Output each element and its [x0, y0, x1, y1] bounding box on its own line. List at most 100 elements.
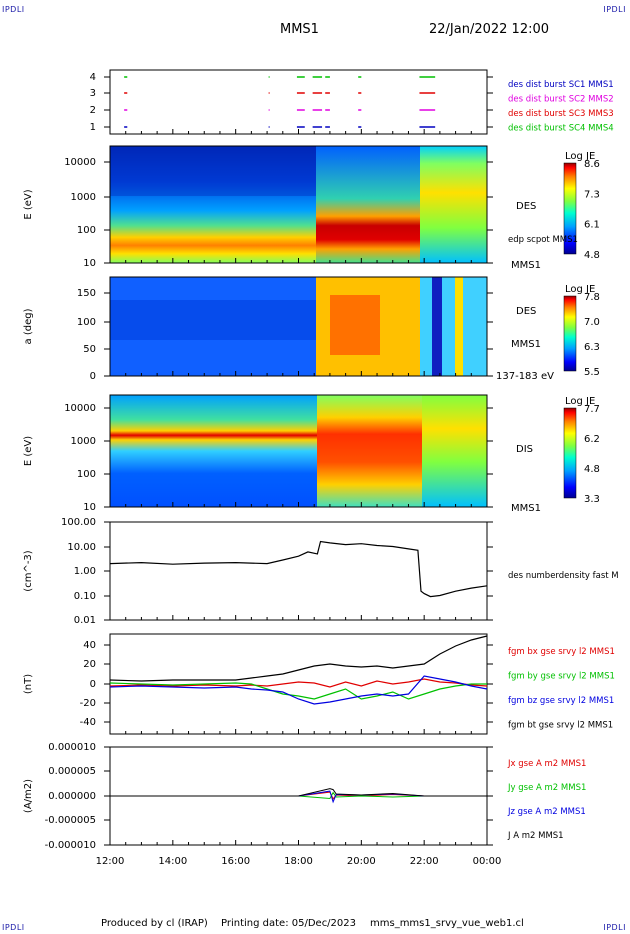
colorbar-tick-3: 7.7 — [584, 404, 600, 415]
ytick-label-4: 0.10 — [74, 591, 96, 602]
ytick-label-3: 1000 — [71, 436, 96, 447]
scpot-label: edp scpot MMS1 — [508, 235, 578, 245]
des-energy-spectrogram — [110, 146, 487, 263]
colorbar-tick-2: 5.5 — [584, 367, 600, 378]
ytick-label-5: -40 — [80, 717, 96, 728]
ytick-label-1: 10000 — [64, 157, 96, 168]
ylabel-3: E (eV) — [23, 436, 34, 466]
ytick-label-4: 1.00 — [74, 566, 96, 577]
instrument-label-des: DES — [516, 201, 536, 212]
energy-range-label: 137-183 eV — [496, 371, 554, 382]
bfield-frame — [109, 633, 488, 735]
ytick-label-0: 3 — [90, 88, 96, 99]
colorbar-tick-1: 8.6 — [584, 159, 600, 170]
bfield-series-line — [109, 682, 487, 700]
xtick-label: 14:00 — [158, 856, 187, 867]
legend-burst-1: des dist burst SC1 MMS1 — [508, 80, 614, 90]
burst-marks — [124, 76, 436, 128]
xtick-label: 22:00 — [410, 856, 439, 867]
ylabel-1: E (eV) — [23, 189, 34, 219]
ylabel-6: (A/m2) — [23, 779, 34, 813]
ytick-label-3: 10 — [83, 502, 96, 513]
ytick-label-3: 10000 — [64, 403, 96, 414]
ylabel-5: (nT) — [23, 674, 34, 694]
ytick-label-5: 0 — [90, 679, 96, 690]
corner-logo-top-right: IPDLI — [603, 5, 626, 14]
legend-burst-3: des dist burst SC3 MMS3 — [508, 109, 614, 119]
colorbar-dis-energy — [563, 407, 577, 499]
ytick-label-6: 0.000000 — [48, 791, 96, 802]
legend-current-3: J A m2 MMS1 — [507, 831, 564, 841]
ylabel-4: (cm^-3) — [23, 550, 34, 591]
colorbar-tick-3: 6.2 — [584, 434, 600, 445]
colorbar-tick-3: 3.3 — [584, 494, 600, 505]
current-series-line — [110, 788, 487, 797]
spacecraft-label-1: MMS1 — [511, 260, 541, 271]
bfield-lines — [109, 635, 488, 705]
density-line — [109, 540, 488, 598]
legend-burst-2: des dist burst SC2 MMS2 — [508, 95, 614, 105]
xtick-label: 12:00 — [96, 856, 125, 867]
legend-bfield-3: fgm bt gse srvy l2 MMS1 — [508, 721, 613, 731]
ytick-label-6: -0.000005 — [45, 815, 96, 826]
burst-panel-frame — [109, 69, 488, 135]
ytick-label-2: 100 — [77, 317, 96, 328]
ytick-label-3: 100 — [77, 469, 96, 480]
spacecraft-label-3: MMS1 — [511, 503, 541, 514]
legend-density: des numberdensity fast M — [508, 571, 619, 581]
plot-datetime: 22/Jan/2022 12:00 — [429, 22, 550, 37]
footer-printing-date: Printing date: 05/Dec/2023 — [221, 918, 357, 929]
legend-burst-4: des dist burst SC4 MMS4 — [508, 124, 614, 134]
xtick-label: 18:00 — [284, 856, 313, 867]
corner-logo-bottom-left: IPDLI — [2, 923, 25, 932]
spacecraft-label-2: MMS1 — [511, 339, 541, 350]
ytick-label-4: 10.00 — [67, 542, 96, 553]
ytick-label-4: 100.00 — [61, 517, 96, 528]
dis-energy-spectrogram — [110, 395, 487, 507]
footer-file: mms_mms1_srvy_vue_web1.cl — [370, 918, 524, 929]
ytick-label-2: 150 — [77, 288, 96, 299]
legend-current-2: Jz gse A m2 MMS1 — [507, 807, 586, 817]
plot-title: MMS1 — [280, 22, 319, 37]
colorbar-tick-2: 6.3 — [584, 342, 600, 353]
ytick-label-5: 20 — [83, 659, 96, 670]
instrument-label-dis: DIS — [516, 444, 533, 455]
colorbar-title-2: Log JE — [565, 284, 595, 295]
colorbar-des-energy — [563, 162, 577, 255]
ylabel-2: a (deg) — [23, 308, 34, 344]
colorbar-tick-1: 6.1 — [584, 220, 600, 231]
ytick-label-0: 4 — [90, 72, 96, 83]
ytick-label-6: 0.000005 — [48, 766, 96, 777]
ytick-label-0: 2 — [90, 105, 96, 116]
ytick-label-2: 0 — [90, 371, 96, 382]
legend-bfield-2: fgm bz gse srvy l2 MMS1 — [508, 696, 614, 706]
ytick-label-1: 10 — [83, 258, 96, 269]
current-lines — [110, 788, 487, 804]
colorbar-tick-1: 4.8 — [584, 250, 600, 261]
bfield-series-line — [109, 635, 488, 682]
ytick-label-0: 1 — [90, 122, 96, 133]
ytick-label-2: 50 — [83, 344, 96, 355]
corner-logo-top-left: IPDLI — [2, 5, 25, 14]
colorbar-pitch-angle — [563, 295, 577, 372]
colorbar-tick-1: 7.3 — [584, 189, 600, 200]
colorbar-title-3: Log JE — [565, 396, 595, 407]
ytick-label-5: 40 — [83, 640, 96, 651]
ytick-label-6: 0.000010 — [48, 742, 96, 753]
legend-current-1: Jy gse A m2 MMS1 — [507, 783, 586, 793]
legend-bfield-1: fgm by gse srvy l2 MMS1 — [508, 672, 615, 682]
bfield-series-line — [109, 675, 488, 705]
ytick-label-5: -20 — [80, 698, 96, 709]
ytick-label-4: 0.01 — [74, 615, 96, 626]
ytick-label-1: 1000 — [71, 192, 96, 203]
density-frame — [109, 521, 488, 621]
colorbar-title-1: Log JE — [565, 151, 595, 162]
instrument-label-des-pa: DES — [516, 306, 536, 317]
xtick-label: 16:00 — [221, 856, 250, 867]
tick-marks — [104, 76, 493, 846]
ytick-label-1: 100 — [77, 225, 96, 236]
legend-bfield-0: fgm bx gse srvy l2 MMS1 — [508, 647, 615, 657]
legend-current-0: Jx gse A m2 MMS1 — [507, 759, 586, 769]
